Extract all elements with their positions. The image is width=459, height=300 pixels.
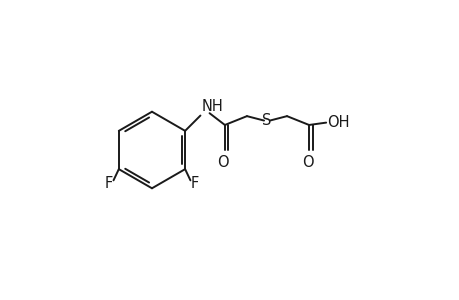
- Text: OH: OH: [327, 115, 349, 130]
- Text: S: S: [262, 113, 271, 128]
- Text: O: O: [301, 155, 313, 170]
- Text: F: F: [105, 176, 113, 191]
- Text: F: F: [190, 176, 199, 191]
- Text: NH: NH: [202, 99, 223, 114]
- Text: O: O: [217, 155, 229, 170]
